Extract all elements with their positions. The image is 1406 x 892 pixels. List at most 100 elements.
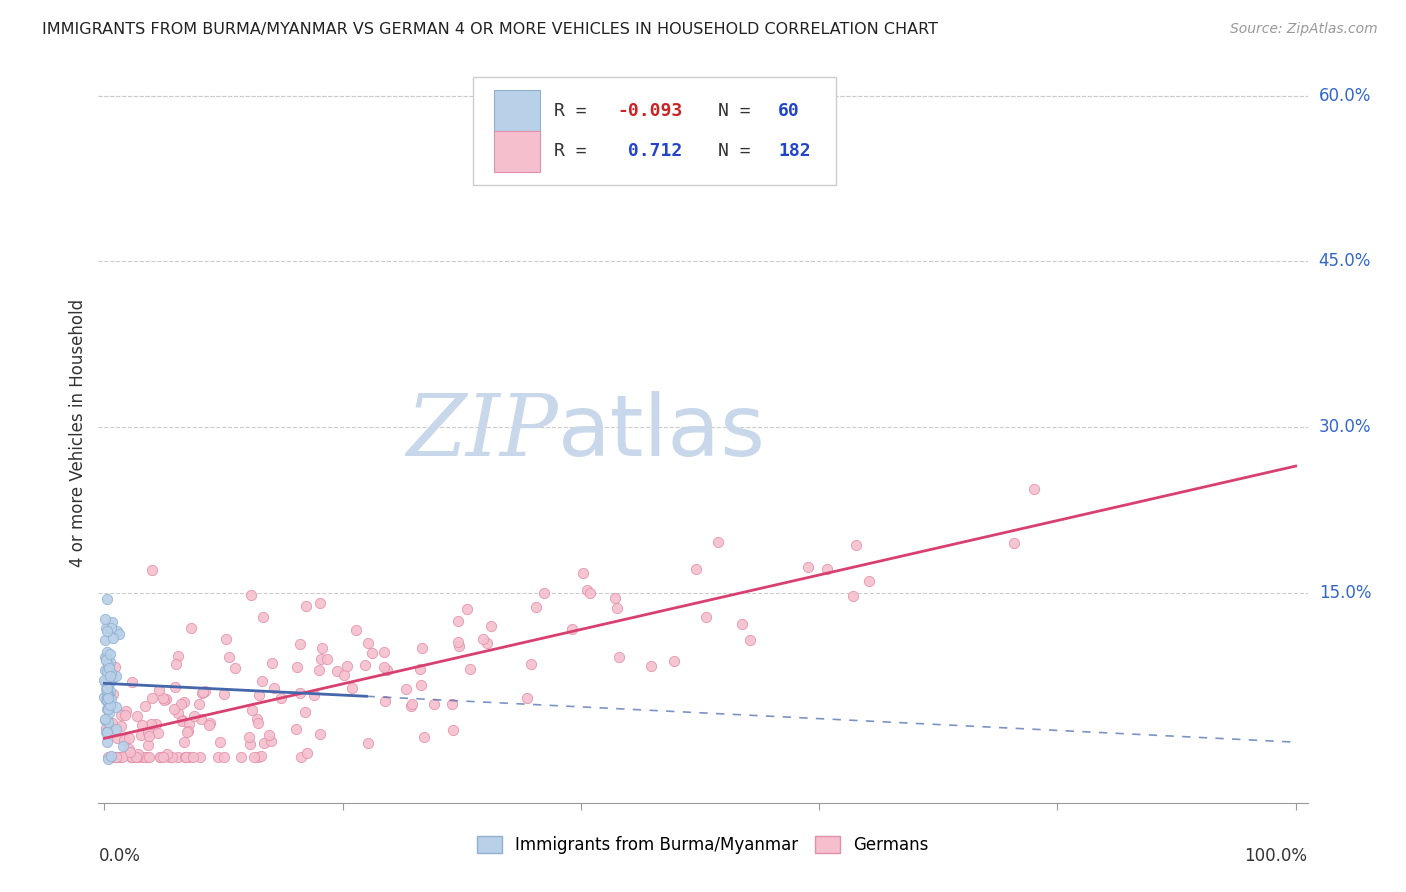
Point [96, 653, 118, 667]
Point [797, 560, 820, 574]
Point [399, 698, 422, 713]
Point [94, 690, 117, 705]
Legend: Immigrants from Burma/Myanmar, Germans: Immigrants from Burma/Myanmar, Germans [471, 830, 935, 861]
Point [858, 574, 880, 588]
Point [340, 681, 363, 696]
Point [375, 663, 398, 677]
Point [101, 615, 124, 629]
Point [100, 665, 122, 680]
Point [163, 702, 186, 716]
Point [101, 750, 124, 764]
Point [96, 664, 118, 678]
Point [411, 640, 433, 655]
Point [125, 750, 148, 764]
Point [114, 707, 136, 722]
Point [96, 645, 118, 659]
Point [96, 702, 118, 716]
Point [103, 750, 125, 764]
Point [471, 632, 494, 646]
Point [96, 624, 118, 639]
Point [104, 669, 127, 683]
Point [94, 721, 117, 735]
Point [94, 674, 117, 689]
Point [145, 717, 167, 731]
Point [100, 692, 122, 706]
Point [191, 686, 214, 700]
Point [212, 750, 235, 764]
Point [121, 675, 143, 690]
Point [361, 647, 384, 661]
Point [94, 621, 117, 635]
Point [738, 632, 761, 647]
Point [96, 680, 118, 694]
Point [167, 750, 190, 764]
Text: -0.093: -0.093 [617, 102, 682, 120]
Point [247, 715, 270, 730]
Point [194, 684, 217, 698]
Point [93, 690, 115, 704]
Point [157, 750, 180, 764]
Point [353, 658, 375, 673]
Point [571, 566, 593, 580]
Point [98, 684, 121, 698]
Text: 45.0%: 45.0% [1319, 252, 1371, 270]
Point [97, 687, 120, 701]
Point [136, 738, 159, 752]
Point [607, 650, 630, 665]
Point [162, 750, 184, 764]
Point [165, 680, 187, 694]
Text: N =: N = [717, 102, 751, 120]
Point [148, 726, 170, 740]
Point [311, 641, 333, 656]
Point [136, 750, 159, 764]
Point [207, 750, 229, 764]
Point [101, 716, 124, 731]
Point [214, 632, 236, 646]
Point [96, 592, 118, 607]
FancyBboxPatch shape [494, 90, 540, 131]
Point [96, 692, 118, 706]
Point [326, 665, 349, 679]
Point [477, 635, 499, 649]
Point [606, 600, 628, 615]
Point [93, 673, 115, 687]
Point [104, 700, 127, 714]
Point [308, 596, 330, 610]
Point [134, 750, 156, 764]
Point [97, 722, 120, 736]
Point [167, 706, 190, 720]
Point [1004, 535, 1026, 549]
Point [224, 661, 246, 675]
Point [413, 730, 436, 744]
Point [112, 733, 135, 747]
Point [97, 701, 120, 715]
Y-axis label: 4 or more Vehicles in Household: 4 or more Vehicles in Household [69, 299, 87, 566]
Point [136, 724, 159, 739]
Point [100, 621, 122, 635]
Point [97, 751, 120, 765]
Point [246, 712, 269, 726]
Point [356, 635, 378, 649]
Point [842, 589, 865, 603]
Point [409, 678, 432, 692]
Point [131, 718, 153, 732]
Point [98, 661, 121, 675]
Point [290, 749, 312, 764]
Point [446, 634, 468, 648]
Point [373, 660, 395, 674]
Point [110, 708, 132, 723]
Point [176, 750, 198, 764]
Point [101, 631, 124, 645]
Point [94, 653, 117, 667]
Point [181, 750, 204, 764]
Point [198, 718, 221, 732]
Point [105, 731, 128, 746]
Point [153, 693, 176, 707]
Point [302, 688, 325, 702]
Text: ZIP: ZIP [406, 392, 558, 474]
Point [152, 691, 174, 706]
Point [174, 750, 197, 764]
Point [96, 690, 118, 705]
Point [118, 742, 141, 756]
Point [149, 750, 172, 764]
